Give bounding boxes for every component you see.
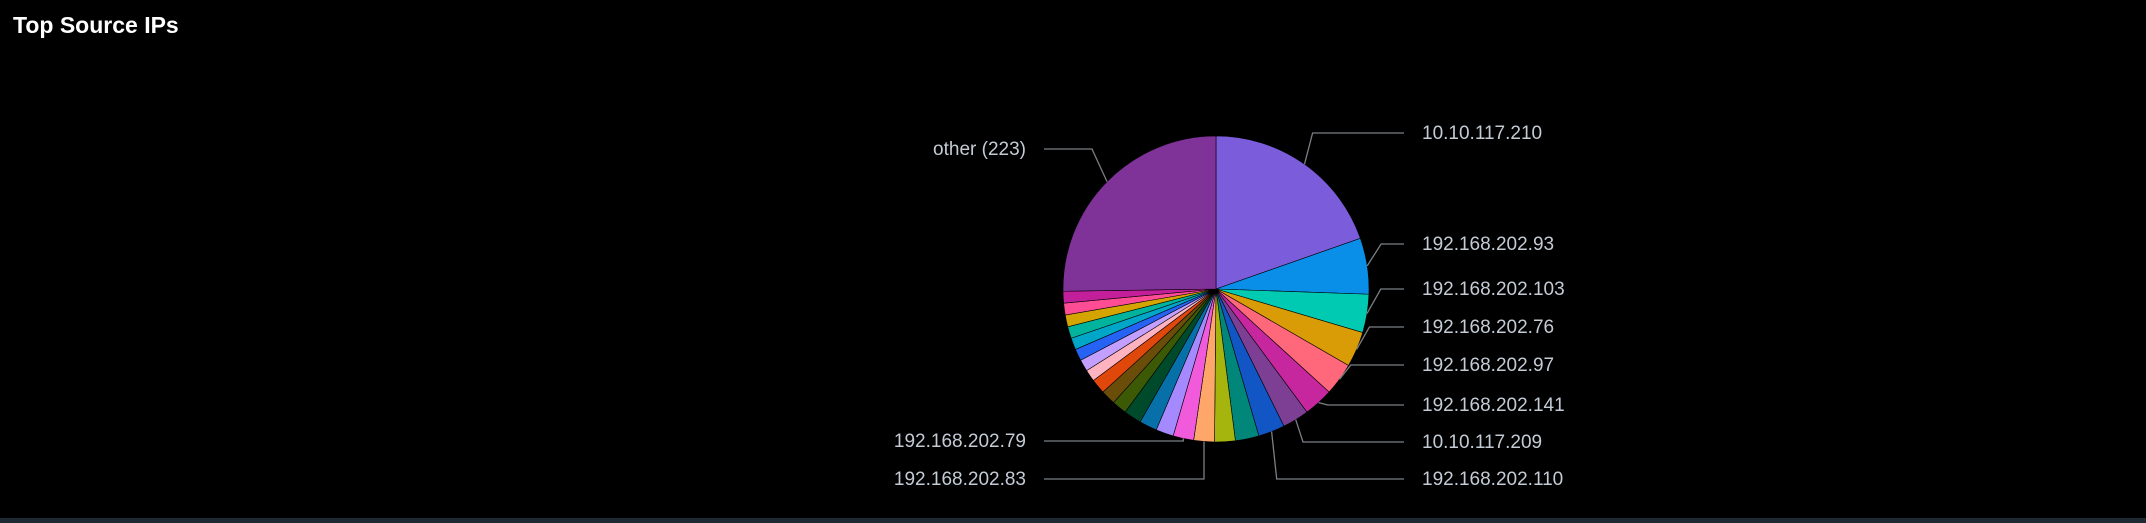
slice-label: 10.10.117.210 [1422, 123, 1542, 144]
slice-label: 192.168.202.97 [1422, 355, 1554, 376]
leader-line [1270, 431, 1404, 480]
slice-label: 192.168.202.76 [1422, 317, 1554, 338]
leader-line [1366, 288, 1404, 314]
leader-line [1044, 148, 1108, 182]
slice-label: 192.168.202.79 [894, 431, 1026, 452]
leader-line [1318, 401, 1404, 406]
pie-labels: 10.10.117.210 192.168.202.93 192.168.202.1… [894, 123, 1565, 490]
slice-label: 192.168.202.141 [1422, 395, 1565, 416]
pie-slices [1062, 135, 1370, 443]
panel-bottom-border [0, 518, 2146, 523]
leader-line [1338, 364, 1404, 380]
slice-label: 192.168.202.103 [1422, 279, 1565, 300]
slice-label: 192.168.202.110 [1422, 469, 1563, 490]
leader-line [1295, 419, 1404, 443]
panel-title: Top Source IPs [13, 12, 179, 38]
leader-line [1356, 326, 1404, 350]
slice-label: 192.168.202.93 [1422, 234, 1554, 255]
slice-label: 10.10.117.209 [1422, 432, 1542, 453]
leader-line [1303, 132, 1404, 165]
leader-line [1044, 441, 1205, 480]
pie-slice[interactable] [1062, 135, 1217, 292]
leader-line [1366, 243, 1404, 267]
slice-label: 192.168.202.83 [894, 469, 1026, 490]
slice-label: other (223) [933, 139, 1026, 160]
leader-line [1044, 438, 1184, 442]
